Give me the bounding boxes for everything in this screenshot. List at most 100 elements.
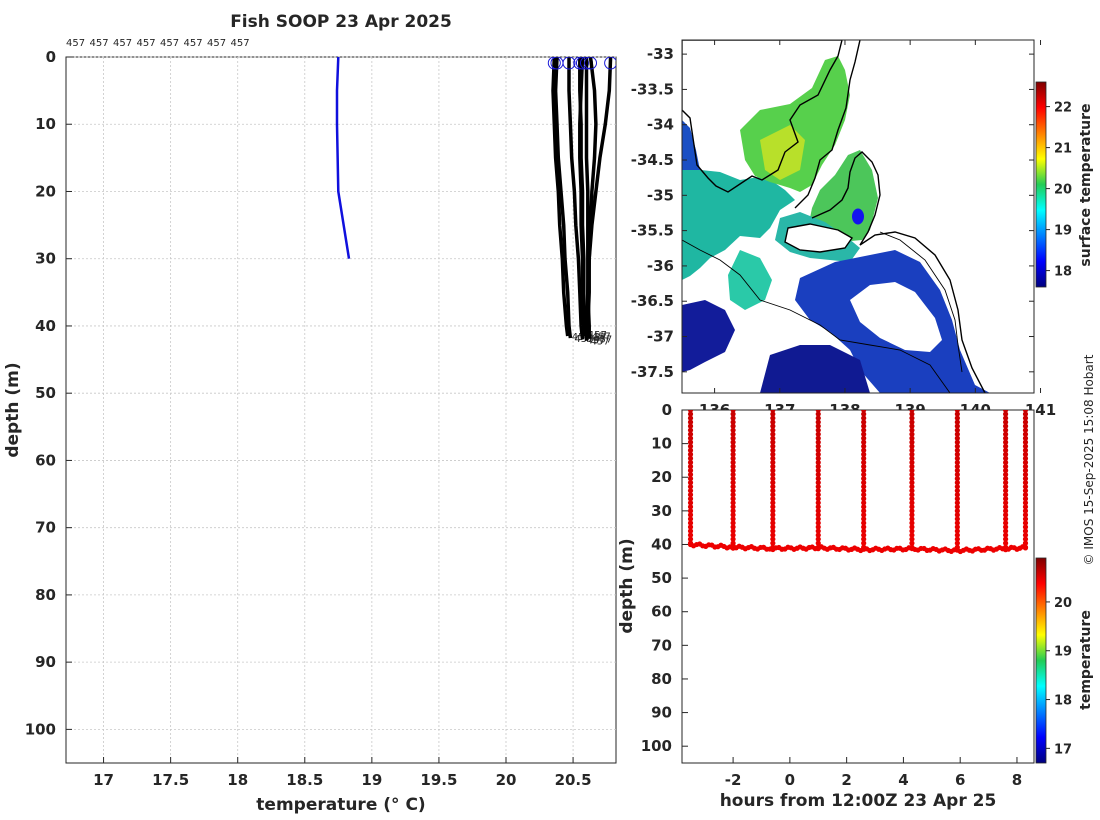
section-point <box>1022 540 1029 546</box>
profile-line <box>553 57 573 339</box>
section-point <box>815 488 821 494</box>
section-point <box>861 463 867 470</box>
section-point <box>909 447 915 453</box>
section-point <box>815 471 821 478</box>
section-point <box>1003 504 1009 510</box>
section-point <box>770 423 776 429</box>
section-point <box>687 488 694 494</box>
profile-start-marker <box>575 57 589 70</box>
section-point <box>1022 427 1029 433</box>
section-point <box>730 471 736 478</box>
section-point <box>954 427 960 433</box>
section-point <box>1022 475 1029 482</box>
section-point <box>687 532 694 538</box>
section-point <box>1022 488 1029 494</box>
section-point <box>954 475 960 482</box>
section-point <box>770 508 776 514</box>
section-point <box>730 451 736 457</box>
section-point <box>861 459 867 466</box>
section-point <box>909 419 915 425</box>
section-point <box>954 415 960 421</box>
section-point <box>1022 492 1029 498</box>
sst-south-cool <box>760 345 870 393</box>
profile-bottom-label: 457 <box>593 335 612 346</box>
section-point <box>954 439 960 445</box>
section-point <box>1003 475 1009 482</box>
section-point <box>909 427 915 433</box>
section-point <box>909 524 915 530</box>
section-point <box>954 447 960 453</box>
profile-x-tick-label: 18.5 <box>286 771 323 789</box>
map-y-tick-label: -34 <box>647 116 674 134</box>
section-point <box>954 463 960 470</box>
section-point <box>730 496 736 502</box>
section-point <box>861 447 867 453</box>
section-point <box>770 516 776 522</box>
map-y-tick-label: -33 <box>647 45 674 63</box>
profile-axes-frame <box>65 56 617 764</box>
profile-bottom-label: 457 <box>586 335 605 346</box>
section-y-tick-label: 30 <box>651 502 672 520</box>
section-point <box>770 528 776 534</box>
section-point <box>815 415 821 421</box>
section-point <box>954 419 960 425</box>
section-y-tick-label: 20 <box>651 468 672 486</box>
section-point <box>909 532 915 538</box>
section-point <box>1022 463 1029 470</box>
section-point <box>954 455 960 462</box>
section-point <box>954 532 960 538</box>
temperature-colorbar-label: temperature <box>1078 610 1094 710</box>
section-point <box>909 459 915 466</box>
section-point <box>909 480 915 486</box>
section-point <box>815 463 821 470</box>
sst-cloud-gap <box>850 282 942 352</box>
section-point <box>1022 447 1029 453</box>
section-point <box>861 427 867 433</box>
section-point <box>687 427 694 433</box>
profile-x-tick-label: 19 <box>361 771 382 789</box>
profile-y-tick-label: 60 <box>35 451 56 469</box>
section-point <box>815 540 821 546</box>
profile-top-labels: 457 457 457 457 457 457 457 457 <box>66 38 250 49</box>
profile-y-tick-label: 40 <box>35 317 56 335</box>
section-point <box>954 536 960 542</box>
section-x-tick-label: 6 <box>955 771 965 789</box>
section-point <box>687 439 694 445</box>
section-point <box>861 475 867 482</box>
section-point <box>770 431 776 437</box>
section-point <box>687 496 694 502</box>
temperature-colorbar-tick-label: 20 <box>1054 596 1072 611</box>
shelf-break-contour <box>682 239 951 393</box>
section-point <box>909 411 915 417</box>
section-point <box>1003 431 1009 437</box>
section-y-tick-label: 60 <box>651 603 672 621</box>
section-point <box>861 415 867 421</box>
section-point <box>954 516 960 522</box>
section-point <box>730 415 736 421</box>
section-point <box>687 520 694 526</box>
profile-x-tick-label: 18 <box>227 771 248 789</box>
section-point <box>687 504 694 510</box>
section-point <box>730 467 736 474</box>
section-point <box>730 508 736 514</box>
section-point <box>815 516 821 522</box>
section-point <box>861 532 867 538</box>
section-point <box>770 427 776 433</box>
section-point <box>687 528 694 534</box>
section-point <box>815 419 821 425</box>
section-point <box>687 443 694 449</box>
section-point <box>909 492 915 498</box>
section-point <box>861 520 867 526</box>
section-point <box>815 484 821 490</box>
yorke-peninsula-coast <box>794 40 861 209</box>
section-point <box>687 471 694 478</box>
section-point <box>815 480 821 486</box>
section-y-tick-label: 40 <box>651 535 672 553</box>
map-y-tick-label: -36 <box>647 257 674 275</box>
section-point <box>1003 423 1009 429</box>
sst-colorbar <box>1035 81 1047 288</box>
section-point <box>1003 540 1009 546</box>
section-x-tick-label: 4 <box>898 771 908 789</box>
section-points <box>687 410 1029 555</box>
profile-x-tick-label: 19.5 <box>420 771 457 789</box>
